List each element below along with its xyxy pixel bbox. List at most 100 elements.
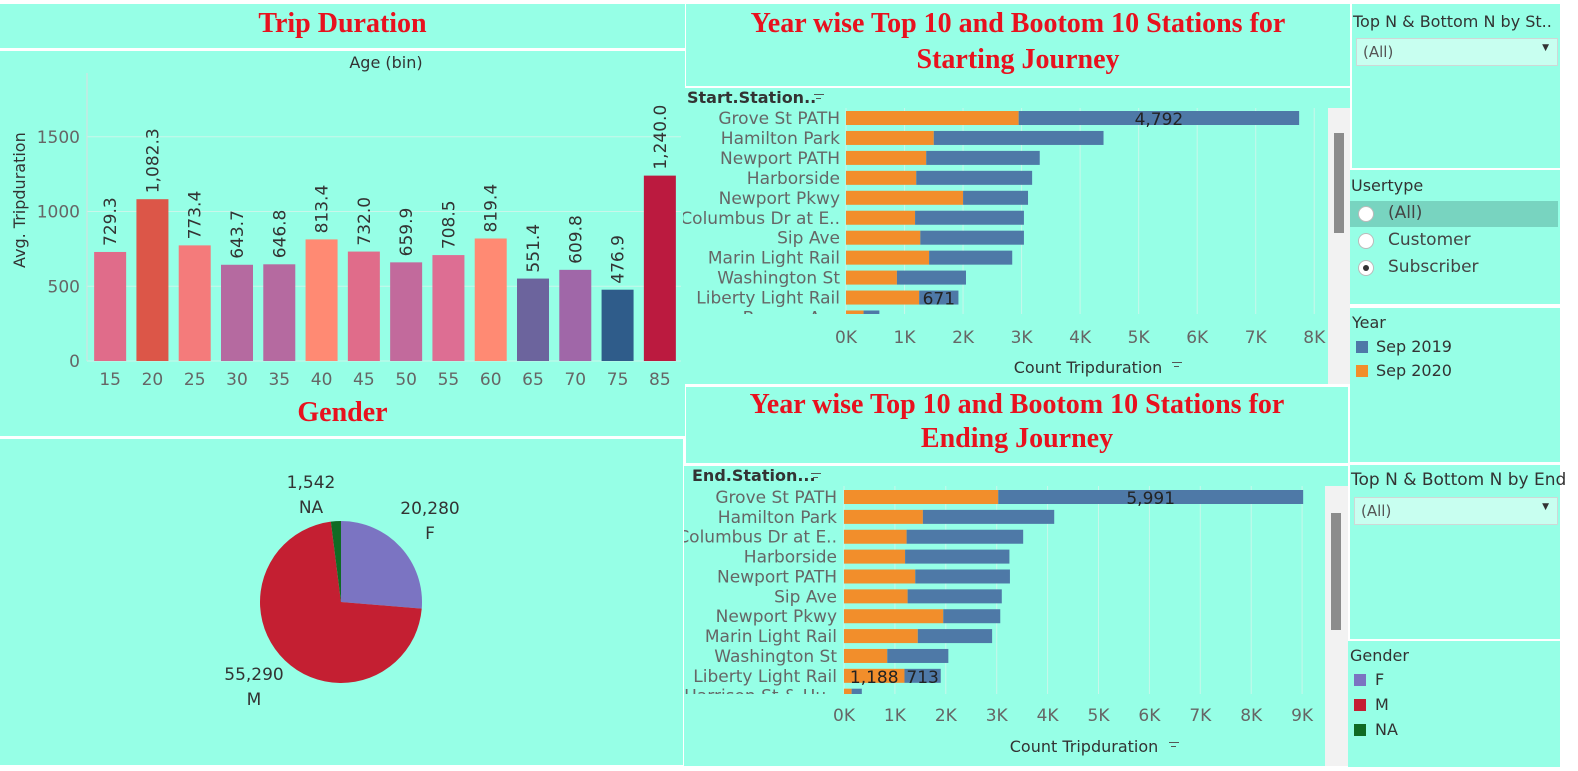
year-legend-title: Year <box>1352 313 1386 332</box>
age-bar <box>474 238 507 361</box>
usertype-option-subscriber[interactable]: Subscriber <box>1350 255 1558 281</box>
start-scrollbar-thumb[interactable] <box>1334 133 1344 233</box>
station-label: Newport Pkwy <box>716 607 837 627</box>
year-swatch-2020[interactable] <box>1356 365 1368 377</box>
gender-swatch-m[interactable] <box>1354 699 1366 711</box>
radio-customer[interactable] <box>1358 233 1374 249</box>
age-bar <box>643 175 676 361</box>
bar-sep-2019 <box>863 310 880 314</box>
end-chart-panel: End.Station... 0K 1K 2K 3K 4K 5K 6K 7K 8K 9K Count … <box>684 466 1348 766</box>
end-axis-sort-icon[interactable] <box>1169 742 1179 751</box>
end-scrollbar-thumb[interactable] <box>1331 513 1341 630</box>
x-tick: 7K <box>1189 706 1212 726</box>
bar-sep-2019 <box>919 290 959 305</box>
pie-value-label: 1,542 <box>287 473 336 493</box>
age-bar <box>390 262 423 361</box>
age-bar-label: 646.8 <box>270 210 290 259</box>
bar-sep-2019 <box>929 250 1013 265</box>
bar-sep-2019 <box>916 170 1033 185</box>
usertype-option-all[interactable]: (All) <box>1350 201 1558 227</box>
top-end-filter-label: Top N & Bottom N by End <box>1351 470 1567 490</box>
row-header: End.Station... <box>692 466 816 485</box>
station-label: Harborside <box>744 548 837 568</box>
age-bar <box>305 239 338 361</box>
top-start-dropdown[interactable]: (All) ▼ <box>1356 38 1558 66</box>
age-bar-label: 729.3 <box>101 197 121 246</box>
gender-legend-m[interactable]: M <box>1375 695 1389 714</box>
gender-swatch-na[interactable] <box>1354 724 1366 736</box>
end-title-line1: Year wise Top 10 and Bootom 10 Stations … <box>749 389 1285 420</box>
age-bar <box>559 269 592 361</box>
year-swatch-2019[interactable] <box>1356 341 1368 353</box>
bar-sep-2020 <box>846 290 920 305</box>
age-bar <box>432 255 465 361</box>
age-bar-label: 773.4 <box>186 191 206 240</box>
start-row-sort-icon[interactable] <box>814 94 824 103</box>
bar-sep-2020 <box>844 509 923 524</box>
gender-legend-f[interactable]: F <box>1375 670 1385 689</box>
radio-subscriber[interactable] <box>1358 260 1374 276</box>
end-row-sort-icon[interactable] <box>811 473 821 482</box>
age-y-tick: 500 <box>48 277 80 297</box>
x-tick: 3K <box>1011 328 1034 348</box>
x-axis-title: Count Tripduration <box>1014 358 1163 377</box>
pie-name-label: F <box>425 524 435 544</box>
age-bar <box>601 289 634 361</box>
gender-swatch-f[interactable] <box>1354 674 1366 686</box>
bar-sep-2019 <box>915 210 1024 225</box>
age-bar <box>178 245 211 361</box>
age-y-tick: 0 <box>69 352 80 372</box>
bar-sep-2019 <box>1018 111 1300 125</box>
bar-sep-2019 <box>943 609 1001 624</box>
station-label: Harrison St & Hu.. <box>684 687 837 707</box>
gender-legend-panel: Gender F M NA <box>1348 641 1560 767</box>
age-bar-label: 732.0 <box>355 197 375 246</box>
age-bar-label: 659.9 <box>397 208 417 257</box>
bar-sep-2020 <box>844 629 918 644</box>
gender-pie-chart: 20,280 F 55,290 M 1,542 NA <box>224 473 459 710</box>
trip-duration-title-panel: Trip Duration <box>0 4 685 48</box>
pie-name-label: M <box>247 690 262 710</box>
age-x-tick: 75 <box>607 370 629 390</box>
age-bar <box>94 251 127 361</box>
pie-value-label: 20,280 <box>400 499 459 519</box>
age-axis-title: Age (bin) <box>349 53 422 72</box>
station-label: Columbus Dr at E.. <box>683 209 840 229</box>
pie-value-label: 55,290 <box>224 665 283 685</box>
pie-slice-m <box>260 521 422 683</box>
year-legend-panel: Year Sep 2019 Sep 2020 <box>1350 308 1560 462</box>
age-bar-label: 1,240.0 <box>651 105 671 170</box>
year-legend-2019[interactable]: Sep 2019 <box>1376 337 1452 356</box>
start-axis-sort-icon[interactable] <box>1172 362 1182 371</box>
bar-sep-2019 <box>851 688 862 694</box>
end-scrollbar[interactable] <box>1325 486 1348 766</box>
bar-sep-2020 <box>844 648 888 663</box>
gender-legend-title: Gender <box>1350 646 1409 665</box>
usertype-option-customer[interactable]: Customer <box>1350 228 1558 254</box>
start-title-line1: Year wise Top 10 and Bootom 10 Stations … <box>750 8 1286 39</box>
gender-legend-na[interactable]: NA <box>1375 720 1398 739</box>
year-legend-2020[interactable]: Sep 2020 <box>1376 361 1452 380</box>
end-title-line2: Ending Journey <box>920 423 1114 454</box>
x-tick: 2K <box>935 706 958 726</box>
top-end-dropdown[interactable]: (All) ▼ <box>1354 497 1558 525</box>
station-label: Bergen Ave <box>743 309 840 329</box>
top-end-dropdown-value: (All) <box>1361 502 1392 520</box>
radio-all[interactable] <box>1358 206 1374 222</box>
age-x-tick: 65 <box>522 370 544 390</box>
x-tick: 5K <box>1128 328 1151 348</box>
age-x-tick: 40 <box>311 370 333 390</box>
x-tick: 4K <box>1037 706 1060 726</box>
bar-sep-2020 <box>846 210 916 225</box>
age-x-tick: 35 <box>268 370 290 390</box>
age-x-tick: 30 <box>226 370 248 390</box>
x-tick: 7K <box>1245 328 1268 348</box>
bar-sep-2019 <box>907 589 1002 604</box>
start-scrollbar[interactable] <box>1328 108 1350 384</box>
station-label: Hamilton Park <box>718 508 837 528</box>
bar-sep-2020 <box>844 549 906 564</box>
age-bar-label: 643.7 <box>228 210 248 259</box>
station-label: Marin Light Rail <box>705 627 837 647</box>
bar-sep-2019 <box>917 629 993 644</box>
bar-sep-2020 <box>844 609 944 624</box>
